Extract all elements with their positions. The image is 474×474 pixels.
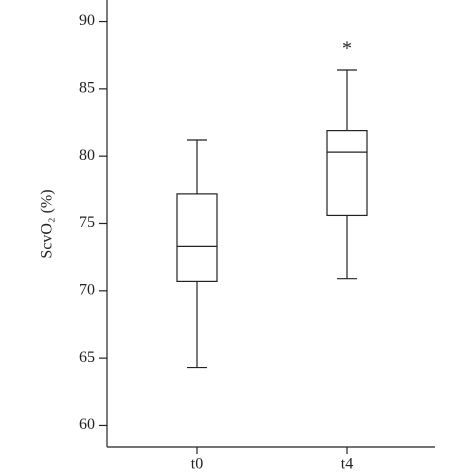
y-tick-label: 75 (79, 214, 95, 231)
box (326, 129, 368, 217)
y-tick-label: 85 (79, 80, 95, 97)
x-tick-label: t4 (341, 456, 353, 473)
annotation: * (342, 38, 352, 60)
y-tick-label: 70 (79, 281, 95, 298)
y-tick-label: 90 (79, 12, 95, 29)
y-tick-label: 60 (79, 416, 95, 433)
y-tick-label: 80 (79, 147, 95, 164)
y-tick-label: 65 (79, 349, 95, 366)
box (176, 193, 218, 282)
y-axis-label: ScvO₂ (%) (39, 189, 56, 258)
x-tick-label: t0 (191, 456, 203, 473)
